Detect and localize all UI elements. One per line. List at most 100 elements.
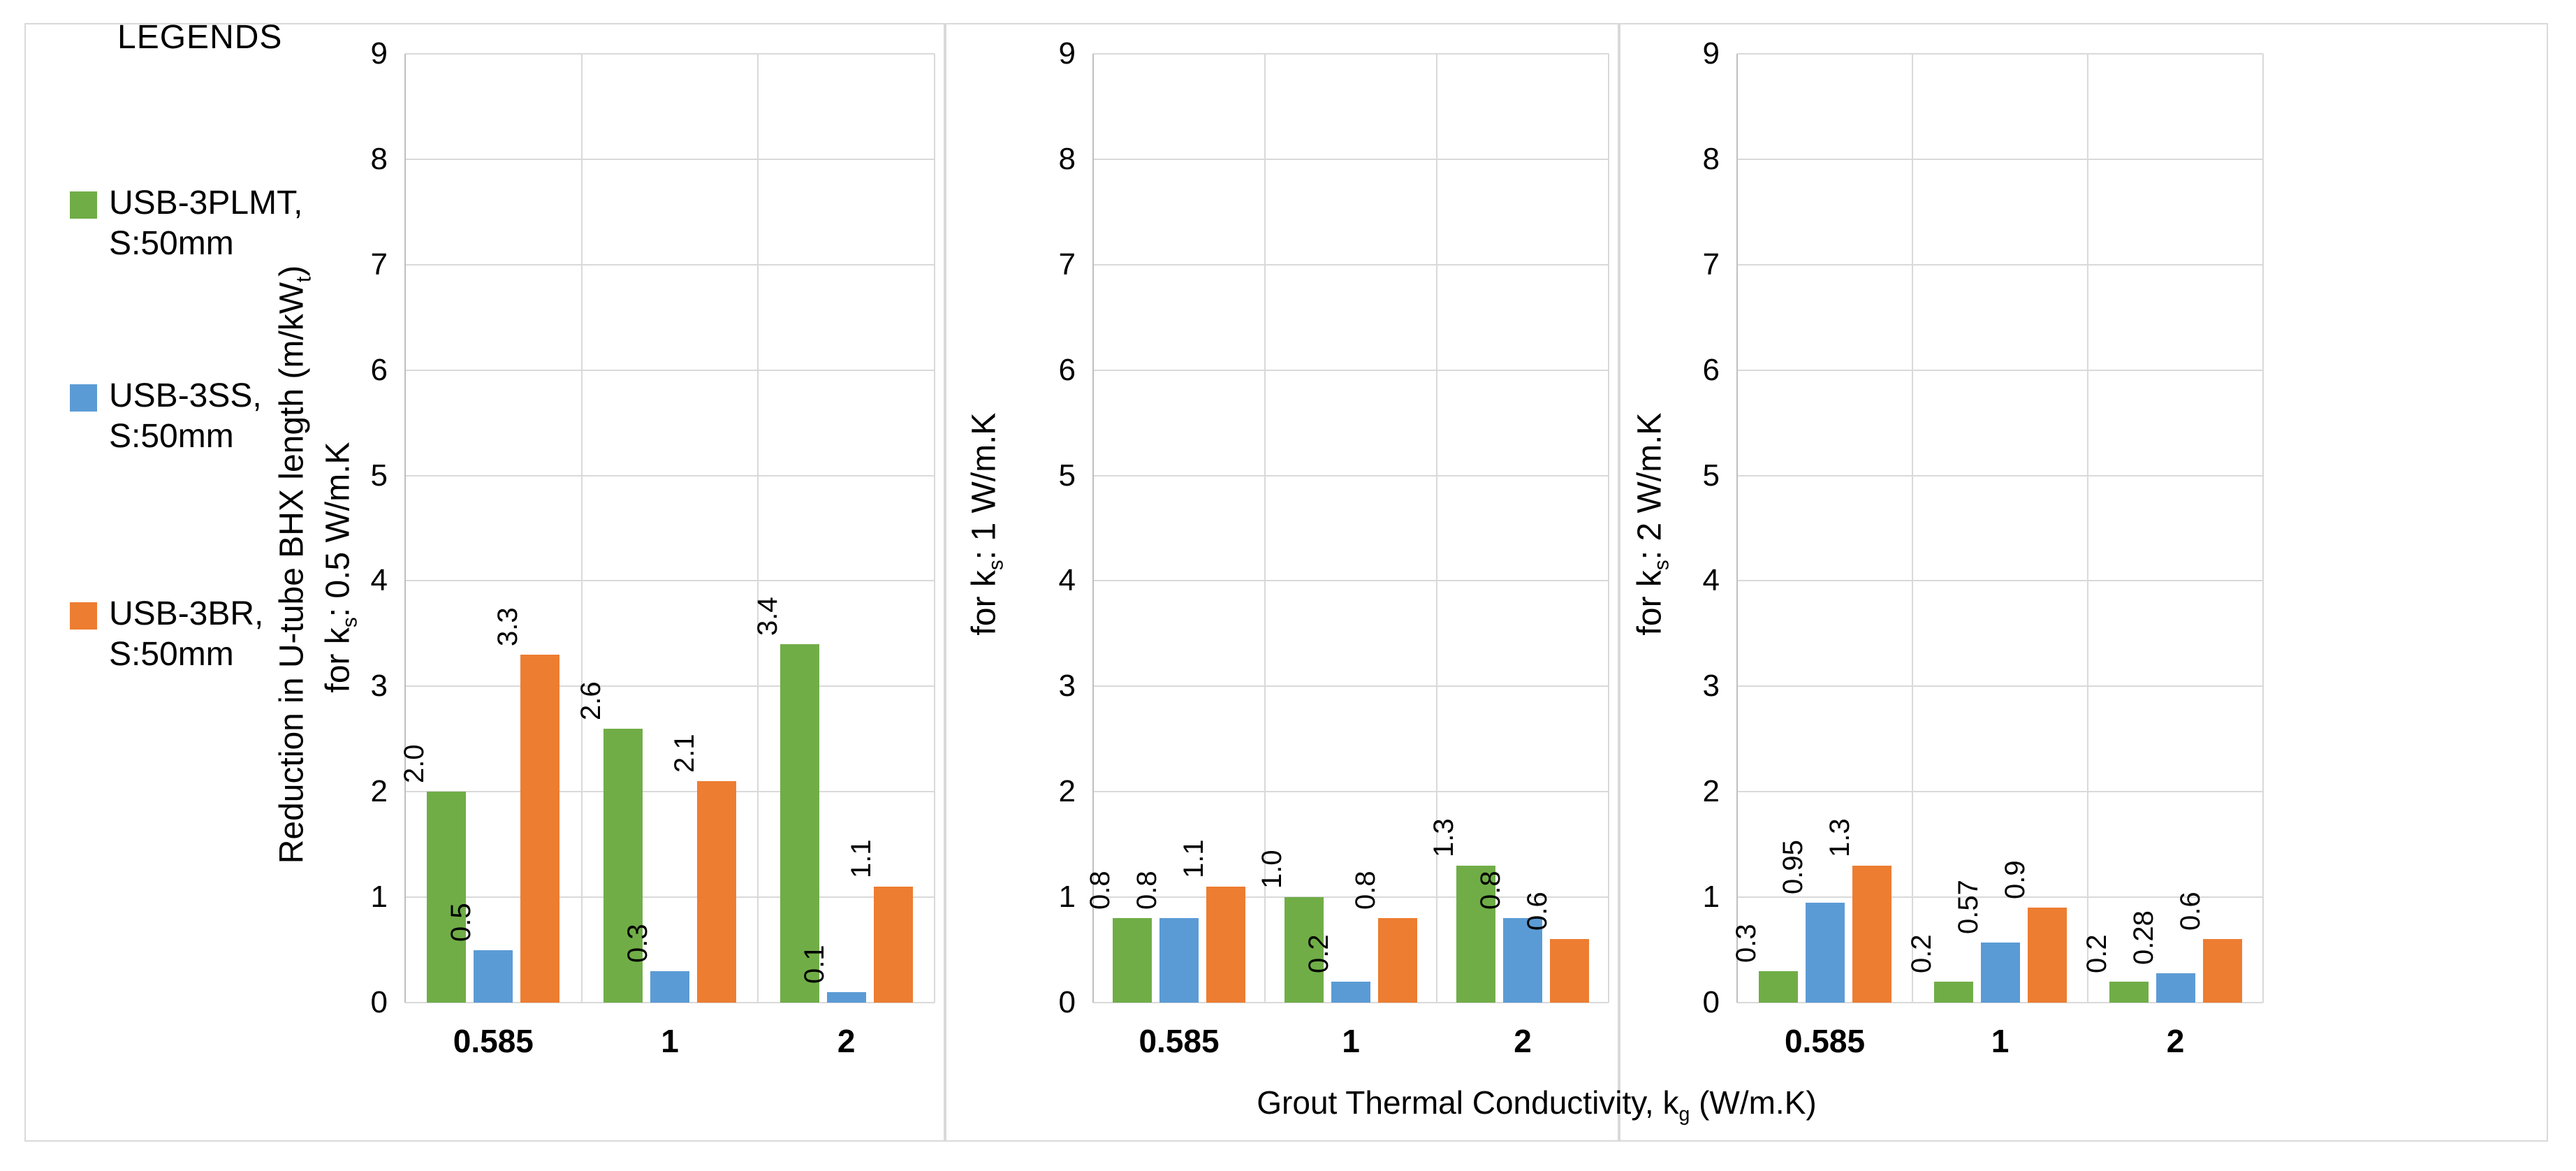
panel1-bar-series1-cat3: [780, 643, 819, 1003]
legend-swatch-blue-icon: [70, 384, 97, 412]
panel3-h-gridline: [1737, 580, 2263, 582]
panel3-h-gridline: [1737, 791, 2263, 793]
panel3-bar-series1-cat3: [2109, 981, 2149, 1003]
panel3-bar-label-series3-cat3: 0.6: [2174, 892, 2206, 931]
panel3-h-gridline: [1737, 1002, 2263, 1003]
panel2-h-gridline: [1093, 1002, 1609, 1003]
panel3-y-tick-label: 6: [1702, 352, 1720, 387]
panel3-y-tick-label: 8: [1702, 141, 1720, 176]
panel3-h-gridline: [1737, 158, 2263, 160]
panel-3-border-box: [1619, 23, 2548, 1142]
panel1-h-gridline: [405, 791, 935, 793]
panel1-h-gridline: [405, 158, 935, 160]
panel2-v-gridline: [1436, 54, 1437, 1003]
panel2-h-gridline: [1093, 474, 1609, 477]
panel3-v-gridline: [2087, 54, 2088, 1003]
panel-2-border-box: [945, 23, 1619, 1142]
x-axis-title: Grout Thermal Conductivity, kg (W/m.K): [1257, 1083, 1816, 1134]
legend-label-line2: S:50mm: [109, 418, 234, 455]
panel2-bar-series3-cat2: [1378, 918, 1417, 1003]
panel3-h-gridline: [1737, 263, 2263, 266]
panel2-h-gridline: [1093, 896, 1609, 899]
panel1-bar-label-series3-cat3: 1.1: [845, 839, 877, 879]
label-text: (W/m.K): [1690, 1084, 1817, 1121]
panel1-bar-series2-cat2: [650, 970, 689, 1003]
panel3-x-tick-label: 2: [2166, 1023, 2185, 1059]
panel1-v-gridline: [757, 54, 759, 1003]
panel1-h-gridline: [405, 1002, 935, 1003]
panel3-bar-series2-cat2: [1980, 942, 2020, 1003]
panel1-y-tick-label: 4: [370, 563, 388, 598]
panel2-y-tick-label: 9: [1058, 36, 1076, 71]
legend-item-usb-3ss: USB-3SS, S:50mm: [70, 376, 262, 457]
panel1-bar-series3-cat2: [697, 781, 736, 1003]
panel2-y-axis-title-line1: for ks: 1 W/m.K: [965, 413, 1016, 636]
label-text: for k: [319, 627, 357, 693]
panel3-bar-series2-cat1: [1805, 902, 1845, 1003]
label-text: Reduction in U-tube BHX length (m/kW: [273, 282, 311, 864]
label-text: for k: [965, 570, 1003, 636]
panel1-v-gridline: [934, 54, 935, 1003]
panel3-y-axis-title-line1: for ks: 2 W/m.K: [1631, 413, 1682, 636]
panel3-h-gridline: [1737, 474, 2263, 477]
panel1-bar-label-series3-cat2: 2.1: [669, 734, 700, 773]
panel3-bar-label-series2-cat3: 0.28: [2128, 910, 2159, 965]
panel1-bar-label-series1-cat1: 2.0: [399, 744, 430, 784]
label-text: ): [273, 265, 311, 277]
panel1-h-gridline: [405, 685, 935, 688]
panel3-bar-label-series2-cat2: 0.57: [1952, 880, 1984, 934]
panel3-bar-series1-cat2: [1933, 981, 1973, 1003]
panel2-bar-series1-cat3: [1456, 865, 1495, 1003]
panel1-h-gridline: [405, 580, 935, 582]
panel3-y-tick-label: 1: [1702, 880, 1720, 915]
panel3-y-tick-label: 4: [1702, 563, 1720, 598]
panel1-x-tick-label: 1: [661, 1023, 679, 1059]
label-text: : 1 W/m.K: [965, 412, 1003, 560]
panel1-x-tick-label: 2: [837, 1023, 856, 1059]
panel2-y-tick-label: 5: [1058, 458, 1076, 493]
legend-item-label: USB-3SS, S:50mm: [109, 376, 262, 457]
panel2-v-gridline: [1264, 54, 1266, 1003]
panel2-bar-series3-cat1: [1206, 887, 1245, 1003]
label-text: : 2 W/m.K: [1631, 412, 1669, 560]
panel3-y-tick-label: 5: [1702, 458, 1720, 493]
panel1-bar-label-series3-cat1: 3.3: [492, 607, 524, 647]
legend-item-label: USB-3BR, S:50mm: [109, 594, 263, 675]
panel2-x-tick-label: 2: [1514, 1023, 1532, 1059]
legend-swatch-green-icon: [70, 191, 97, 219]
panel2-y-tick-label: 1: [1058, 880, 1076, 915]
panel2-x-tick-label: 1: [1342, 1023, 1360, 1059]
legend-item-usb-3plmt: USB-3PLMT, S:50mm: [70, 183, 302, 264]
legend-swatch-orange-icon: [70, 602, 97, 630]
panel1-y-tick-label: 6: [370, 352, 388, 387]
panel1-h-gridline: [405, 369, 935, 371]
panel3-x-tick-label: 0.585: [1784, 1023, 1866, 1059]
panel1-x-tick-label: 0.585: [453, 1023, 534, 1059]
panel2-h-gridline: [1093, 580, 1609, 582]
panel1-y-tick-label: 7: [370, 247, 388, 282]
panel2-y-tick-label: 0: [1058, 985, 1076, 1019]
panel3-y-tick-label: 2: [1702, 774, 1720, 809]
panel2-y-axis-line: [1092, 54, 1094, 1003]
subscript-text: s: [984, 560, 1008, 571]
panel1-bar-label-series2-cat2: 0.3: [622, 924, 653, 963]
panel1-y-tick-label: 8: [370, 141, 388, 176]
panel1-h-gridline: [405, 896, 935, 899]
panel2-v-gridline: [1608, 54, 1609, 1003]
panel2-y-tick-label: 4: [1058, 563, 1076, 598]
panel1-bar-series3-cat1: [520, 655, 560, 1003]
subscript-text: s: [338, 617, 362, 628]
panel2-bar-label-series3-cat3: 0.6: [1522, 892, 1553, 931]
subscript-text: t: [292, 276, 316, 282]
panel1-bar-label-series2-cat1: 0.5: [446, 902, 477, 942]
panel1-bar-series2-cat3: [826, 991, 866, 1003]
panel3-y-tick-label: 3: [1702, 669, 1720, 704]
panel2-bar-series1-cat1: [1113, 918, 1152, 1003]
legend-label-line2: S:50mm: [109, 636, 234, 673]
panel2-h-gridline: [1093, 263, 1609, 266]
panel3-y-axis-line: [1736, 54, 1738, 1003]
panel1-h-gridline: [405, 263, 935, 266]
panel3-bar-series2-cat3: [2156, 973, 2195, 1003]
panel3-y-tick-label: 7: [1702, 247, 1720, 282]
